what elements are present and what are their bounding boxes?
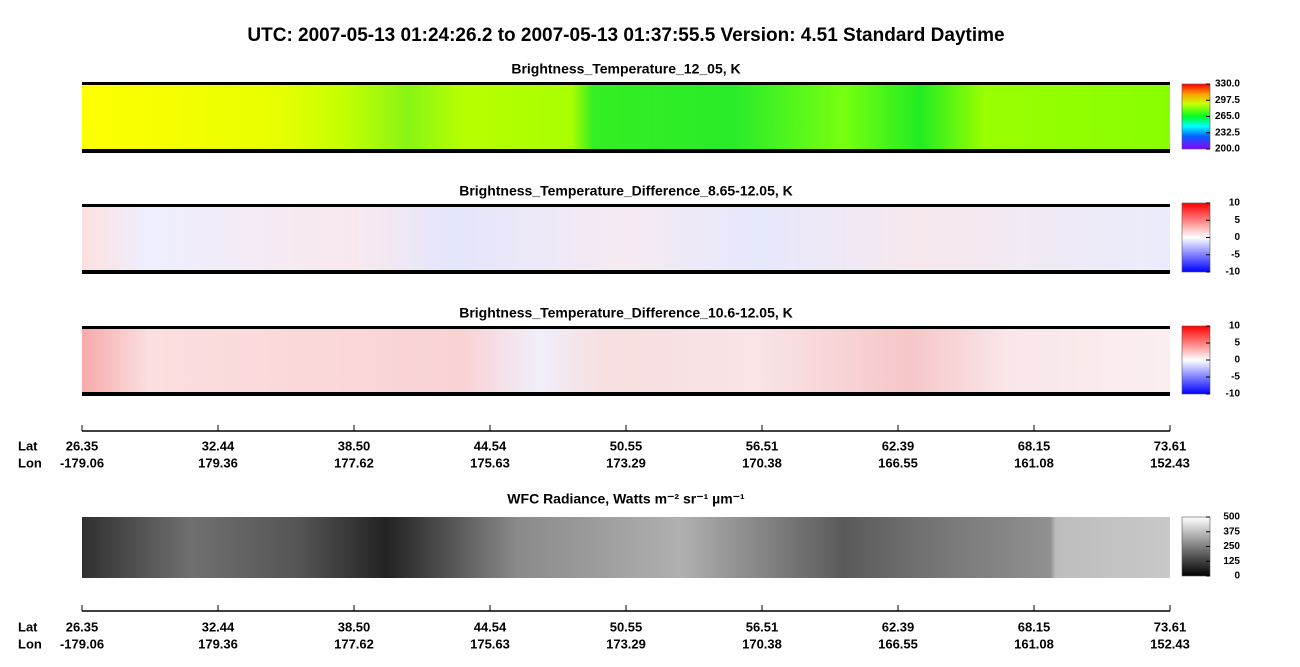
lon-tick-label: 166.55: [878, 636, 918, 651]
strip-border: [82, 82, 1170, 85]
lat-tick-label: 56.51: [746, 619, 779, 634]
lon-tick-label: 170.38: [742, 455, 782, 470]
colorbar-tick-label: -5: [1231, 249, 1240, 260]
colorbar-tick-label: 10: [1229, 321, 1241, 332]
panel: Brightness_Temperature_Difference_10.6-1…: [82, 305, 1240, 400]
image-strip: [82, 206, 1170, 273]
lon-tick-label: 161.08: [1014, 636, 1054, 651]
panels: Brightness_Temperature_12_05, K 330.0 297.…: [82, 61, 1240, 582]
colorbar: [1181, 202, 1211, 273]
lon-tick-label: 177.62: [334, 636, 374, 651]
colorbar: [1181, 325, 1211, 395]
colorbar-tick-label: 0: [1234, 232, 1240, 243]
lat-tick-label: 26.35: [66, 619, 99, 634]
lon-tick-label: 152.43: [1150, 636, 1190, 651]
colorbar-tick-label: 5: [1234, 338, 1240, 349]
panel-title: WFC Radiance, Watts m⁻² sr⁻¹ µm⁻¹: [507, 491, 745, 507]
colorbar-tick-label: 200.0: [1215, 144, 1240, 155]
panel: Brightness_Temperature_Difference_8.65-1…: [82, 183, 1240, 278]
colorbar-tick-label: 10: [1229, 198, 1241, 209]
colorbar-tick-label: 297.5: [1215, 95, 1240, 106]
lon-tick-label: 161.08: [1014, 455, 1054, 470]
colorbar-tick-label: -10: [1226, 267, 1241, 278]
lon-tick-label: 152.43: [1150, 455, 1190, 470]
colorbar-tick-label: 0: [1234, 355, 1240, 366]
lat-tick-label: 73.61: [1154, 438, 1187, 453]
lat-tick-label: 56.51: [746, 438, 779, 453]
lat-tick-label: 68.15: [1018, 619, 1051, 634]
lat-tick-label: 32.44: [202, 619, 235, 634]
colorbar-tick-label: 0: [1234, 571, 1240, 582]
colorbar-tick-label: 330.0: [1215, 79, 1240, 90]
lat-tick-label: 68.15: [1018, 438, 1051, 453]
axis-row-label: Lon: [18, 636, 42, 651]
strip-border: [82, 204, 1170, 207]
colorbar-tick-label: 375: [1223, 526, 1240, 537]
strip-border: [82, 270, 1170, 274]
lon-tick-label: 175.63: [470, 455, 510, 470]
panel-title: Brightness_Temperature_12_05, K: [511, 61, 740, 77]
colorbar-tick-label: -5: [1231, 372, 1240, 383]
lat-tick-label: 50.55: [610, 619, 643, 634]
colorbar: [1181, 516, 1211, 577]
along-track-axis: Lat Lon 26.35 -179.06 32.44 179.36 38.50 177.62…: [18, 605, 1190, 651]
lon-tick-label: 173.29: [606, 455, 646, 470]
figure-title: UTC: 2007-05-13 01:24:26.2 to 2007-05-13…: [247, 25, 1004, 46]
lon-tick-label: 170.38: [742, 636, 782, 651]
panel: WFC Radiance, Watts m⁻² sr⁻¹ µm⁻¹ 500 375 2…: [82, 491, 1240, 582]
lon-tick-label: 179.36: [198, 636, 238, 651]
strip-border: [82, 326, 1170, 329]
colorbar-tick-label: 265.0: [1215, 111, 1240, 122]
image-strip: [82, 328, 1170, 395]
lon-tick-label: 177.62: [334, 455, 374, 470]
panel-title: Brightness_Temperature_Difference_8.65-1…: [459, 183, 793, 199]
lon-tick-label: 179.36: [198, 455, 238, 470]
lat-tick-label: 38.50: [338, 438, 371, 453]
axis-row-label: Lon: [18, 455, 42, 470]
lat-tick-label: 62.39: [882, 619, 915, 634]
axis-row-label: Lat: [18, 619, 38, 634]
colorbar-tick-label: -10: [1226, 389, 1241, 400]
colorbar-tick-label: 5: [1234, 215, 1240, 226]
lon-tick-label: 173.29: [606, 636, 646, 651]
lat-tick-label: 26.35: [66, 438, 99, 453]
colorbar-tick-label: 125: [1223, 556, 1240, 567]
along-track-axis: Lat Lon 26.35 -179.06 32.44 179.36 38.50 177.62…: [18, 425, 1190, 470]
image-strip: [82, 84, 1170, 152]
lat-tick-label: 73.61: [1154, 619, 1187, 634]
colorbar-tick-label: 500: [1223, 512, 1240, 523]
lon-tick-label: -179.06: [60, 455, 104, 470]
panel-title: Brightness_Temperature_Difference_10.6-1…: [459, 305, 793, 321]
lon-tick-label: -179.06: [60, 636, 104, 651]
lat-tick-label: 44.54: [474, 438, 507, 453]
lat-tick-label: 50.55: [610, 438, 643, 453]
colorbar: [1181, 83, 1211, 150]
colorbar-tick-label: 250: [1223, 541, 1240, 552]
strip-border: [82, 392, 1170, 396]
strip-border: [82, 149, 1170, 153]
panel: Brightness_Temperature_12_05, K 330.0 297.…: [82, 61, 1240, 155]
colorbar-tick-label: 232.5: [1215, 127, 1240, 138]
lat-tick-label: 44.54: [474, 619, 507, 634]
lat-tick-label: 62.39: [882, 438, 915, 453]
lat-tick-label: 38.50: [338, 619, 371, 634]
lat-tick-label: 32.44: [202, 438, 235, 453]
axis-row-label: Lat: [18, 438, 38, 453]
lon-tick-label: 166.55: [878, 455, 918, 470]
image-strip: [82, 517, 1170, 578]
along-track-axes: Lat Lon 26.35 -179.06 32.44 179.36 38.50 177.62…: [18, 425, 1190, 651]
lon-tick-label: 175.63: [470, 636, 510, 651]
